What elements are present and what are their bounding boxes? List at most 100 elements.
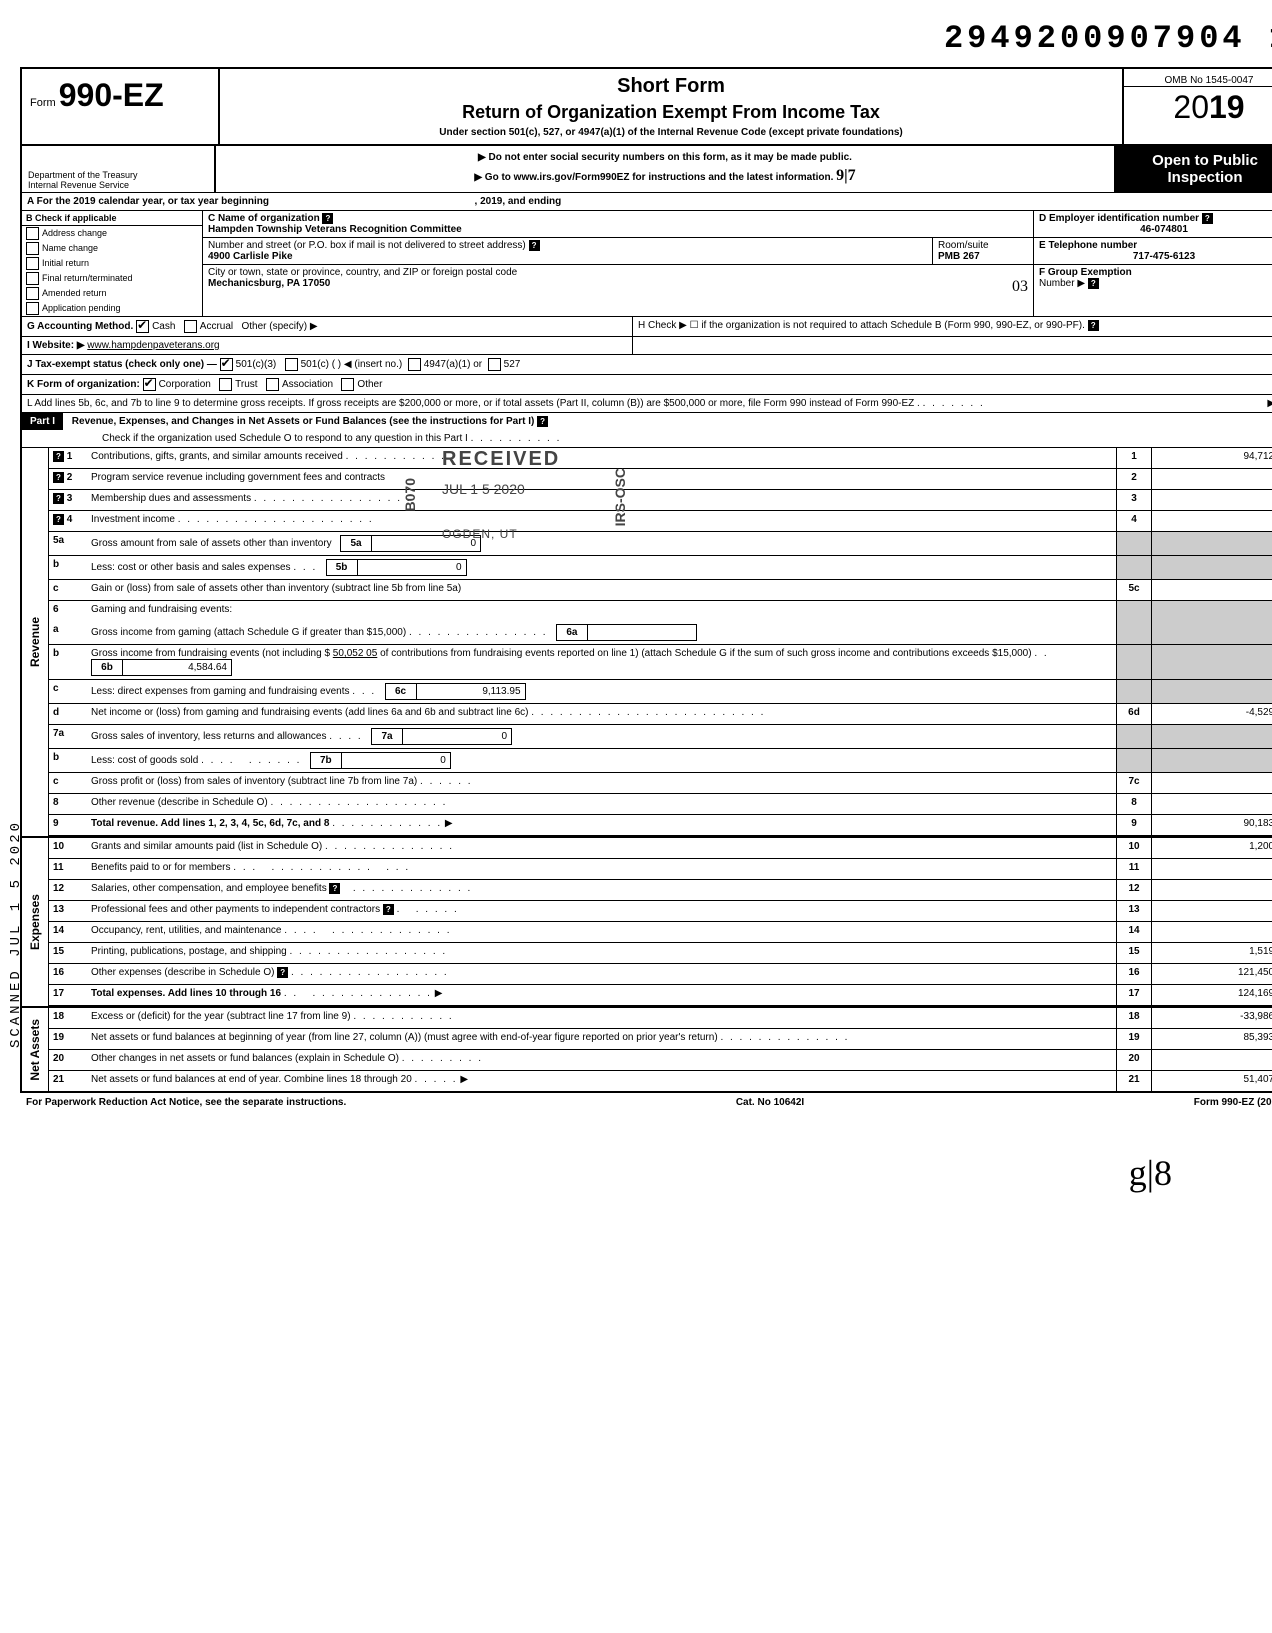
open-public-2: Inspection [1120, 169, 1272, 186]
check-amended-return[interactable] [26, 287, 39, 300]
expenses-side-label: Expenses [28, 894, 42, 950]
line3-desc: Membership dues and assessments [91, 493, 251, 504]
form-990ez: Form 990-EZ Short Form Return of Organiz… [20, 67, 1272, 1093]
handwritten-mark: g|8 [20, 1152, 1272, 1194]
line21-desc: Net assets or fund balances at end of ye… [91, 1074, 412, 1085]
check-cash[interactable] [136, 320, 149, 333]
hand-03: 03 [1012, 278, 1028, 296]
section-f-sub: Number ▶ [1039, 278, 1085, 289]
label-association: Association [282, 379, 333, 390]
label-name-change: Name change [42, 243, 98, 253]
room-label: Room/suite [938, 240, 989, 251]
check-501c[interactable] [285, 358, 298, 371]
section-c-label: C Name of organization [208, 213, 320, 224]
help-icon[interactable]: ? [53, 451, 64, 462]
line13-desc: Professional fees and other payments to … [91, 904, 380, 915]
city-label: City or town, state or province, country… [208, 267, 517, 278]
short-form-label: Short Form [230, 75, 1112, 98]
ein-value: 46-074801 [1140, 224, 1188, 235]
label-final-return: Final return/terminated [42, 273, 133, 283]
help-icon[interactable]: ? [329, 883, 340, 894]
line6b-amt: 4,584.64 [123, 660, 231, 675]
website-url: www.hampdenpaveterans.org [87, 340, 219, 351]
line7a-desc: Gross sales of inventory, less returns a… [91, 731, 326, 742]
line6a-desc: Gross income from gaming (attach Schedul… [91, 627, 406, 638]
line5a-amt: 0 [372, 536, 480, 551]
line7b-desc: Less: cost of goods sold [91, 755, 198, 766]
check-initial-return[interactable] [26, 257, 39, 270]
line6b-contrib: 50,052 05 [333, 648, 378, 659]
footer-mid: Cat. No 10642I [736, 1097, 804, 1108]
line19-desc: Net assets or fund balances at beginning… [91, 1032, 718, 1043]
street-address: 4900 Carlisle Pike [208, 251, 293, 262]
line15-amt: 1,519 55 [1151, 943, 1272, 963]
check-application-pending[interactable] [26, 302, 39, 315]
section-j-label: J Tax-exempt status (check only one) — [27, 359, 217, 370]
help-icon[interactable]: ? [277, 967, 288, 978]
label-501c3: 501(c)(3) [236, 359, 277, 370]
line7a-amt: 0 [403, 729, 511, 744]
line6d-amt: -4,529 31 [1151, 704, 1272, 724]
check-4947[interactable] [408, 358, 421, 371]
check-corporation[interactable] [143, 378, 156, 391]
line6c-desc: Less: direct expenses from gaming and fu… [91, 686, 349, 697]
check-name-change[interactable] [26, 242, 39, 255]
help-icon[interactable]: ? [1088, 278, 1099, 289]
line6d-desc: Net income or (loss) from gaming and fun… [91, 707, 528, 718]
line9-amt: 90,183 50 [1151, 815, 1272, 835]
label-amended-return: Amended return [42, 288, 107, 298]
scan-number: 2949200907904 1 [20, 20, 1272, 57]
line7b-amt: 0 [342, 753, 450, 768]
line5c-amt: 0 [1151, 580, 1272, 600]
line1-desc: Contributions, gifts, grants, and simila… [91, 451, 343, 462]
check-address-change[interactable] [26, 227, 39, 240]
check-final-return[interactable] [26, 272, 39, 285]
label-application-pending: Application pending [42, 303, 121, 313]
check-association[interactable] [266, 378, 279, 391]
section-h-text: H Check ▶ ☐ if the organization is not r… [638, 320, 1085, 331]
line4-amt: 0 [1151, 511, 1272, 531]
under-section: Under section 501(c), 527, or 4947(a)(1)… [230, 127, 1112, 138]
line6-desc: Gaming and fundraising events: [91, 604, 232, 615]
check-501c3[interactable] [220, 358, 233, 371]
phone-value: 717-475-6123 [1133, 251, 1195, 262]
help-icon[interactable]: ? [322, 213, 333, 224]
help-icon[interactable]: ? [53, 472, 64, 483]
line11-desc: Benefits paid to or for members [91, 862, 231, 873]
check-other-org[interactable] [341, 378, 354, 391]
check-527[interactable] [488, 358, 501, 371]
line8-desc: Other revenue (describe in Schedule O) [91, 797, 268, 808]
year-prefix: 20 [1173, 89, 1209, 125]
help-icon[interactable]: ? [537, 416, 548, 427]
help-icon[interactable]: ? [1202, 213, 1213, 224]
help-icon[interactable]: ? [53, 493, 64, 504]
line15-desc: Printing, publications, postage, and shi… [91, 946, 287, 957]
label-other-org: Other [357, 379, 382, 390]
line14-amt: 0 [1151, 922, 1272, 942]
label-other-specify: Other (specify) ▶ [241, 321, 317, 332]
goto-instructions: ▶ Go to www.irs.gov/Form990EZ for instru… [474, 172, 833, 183]
line21-amt: 51,407 50 [1151, 1071, 1272, 1091]
section-l-text: L Add lines 5b, 6c, and 7b to line 9 to … [27, 398, 920, 409]
year-bold: 19 [1209, 89, 1245, 125]
section-f-label: F Group Exemption [1039, 267, 1132, 278]
line13-amt: 0 [1151, 901, 1272, 921]
line11-amt: 0 [1151, 859, 1272, 879]
form-number: 990-EZ [59, 77, 164, 113]
stamp-b070: B070 [402, 478, 418, 511]
org-name: Hampden Township Veterans Recognition Co… [208, 224, 462, 235]
help-icon[interactable]: ? [1088, 320, 1099, 331]
help-icon[interactable]: ? [53, 514, 64, 525]
line10-desc: Grants and similar amounts paid (list in… [91, 841, 322, 852]
check-accrual[interactable] [184, 320, 197, 333]
help-icon[interactable]: ? [383, 904, 394, 915]
footer-left: For Paperwork Reduction Act Notice, see … [26, 1097, 346, 1108]
line6b-desc-pre: Gross income from fundraising events (no… [91, 648, 330, 659]
section-i-label: I Website: ▶ [27, 340, 85, 351]
part1-check-text: Check if the organization used Schedule … [102, 433, 468, 444]
stamp-irs-osc: IRS-OSC [612, 468, 628, 526]
line2-amt: 0 [1151, 469, 1272, 489]
line9-desc: Total revenue. Add lines 1, 2, 3, 4, 5c,… [91, 818, 329, 829]
help-icon[interactable]: ? [529, 240, 540, 251]
check-trust[interactable] [219, 378, 232, 391]
